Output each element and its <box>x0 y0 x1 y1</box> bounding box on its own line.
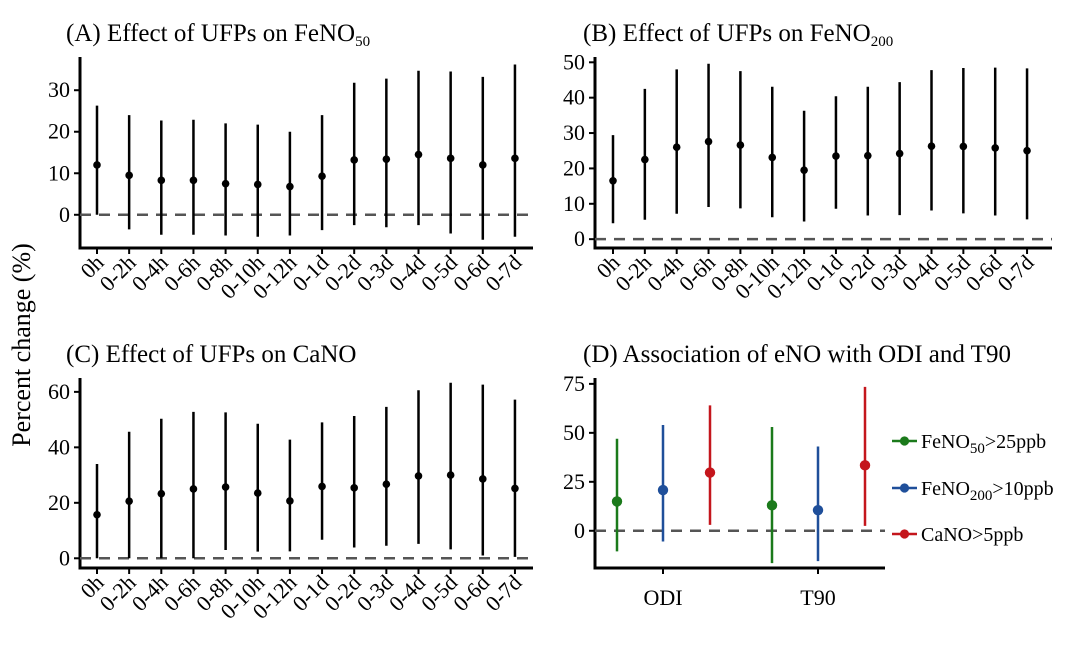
x-tick-label: 0-7d <box>480 250 526 296</box>
legend: FeNO50>25ppb FeNO200>10ppb CaNO>5ppb <box>892 431 1054 546</box>
estimate-point <box>221 179 230 188</box>
estimate-point <box>446 154 455 163</box>
panel-title: (B) Effect of UFPs on FeNO200 <box>583 20 893 50</box>
panel-title: (D) Association of eNO with ODI and T90 <box>583 341 1011 368</box>
estimate-point <box>189 176 198 185</box>
x-tick-label: T90 <box>800 585 835 610</box>
y-tick-label: 10 <box>48 160 70 185</box>
y-tick-label: 50 <box>563 420 585 445</box>
y-tick-label: 0 <box>59 202 70 227</box>
legend-label: FeNO200>10ppb <box>921 478 1054 504</box>
x-tick-label: ODI <box>643 585 682 610</box>
y-tick-label: 25 <box>563 469 585 494</box>
estimate-point <box>832 152 840 160</box>
estimate-point <box>672 143 681 151</box>
y-tick-label: 75 <box>563 371 585 396</box>
panel-title: (C) Effect of UFPs on CaNO <box>66 341 356 368</box>
estimate-point <box>511 484 519 493</box>
estimate-point <box>511 154 519 163</box>
estimate-point <box>446 471 455 479</box>
y-tick-label: 20 <box>48 119 70 144</box>
estimate-point <box>125 171 133 180</box>
estimate-point <box>704 467 716 478</box>
y-tick-label: 30 <box>563 120 585 145</box>
estimate-point <box>864 151 872 160</box>
estimate-point <box>125 497 133 505</box>
y-tick-label: 40 <box>563 85 585 110</box>
y-tick-label: 50 <box>563 49 585 74</box>
estimate-point <box>382 480 391 489</box>
estimate-point <box>189 485 198 493</box>
estimate-point <box>479 475 487 483</box>
estimate-point <box>479 161 487 169</box>
estimate-point <box>768 153 777 162</box>
y-tick-label: 30 <box>48 77 70 102</box>
estimate-point <box>350 156 359 164</box>
y-tick-label: 10 <box>563 191 585 216</box>
panel-a: (A) Effect of UFPs on FeNO5001020300h0-2… <box>48 20 533 304</box>
estimate-point <box>704 137 713 146</box>
estimate-point <box>611 496 623 507</box>
estimate-point <box>318 172 326 180</box>
legend-marker <box>899 483 910 493</box>
estimate-point <box>93 510 101 519</box>
legend-label: CaNO>5ppb <box>921 524 1023 546</box>
y-tick-label: 0 <box>59 545 70 570</box>
y-tick-label: 60 <box>48 379 70 404</box>
y-tick-label: 20 <box>563 155 585 180</box>
y-tick-label: 20 <box>48 490 70 515</box>
estimate-point <box>766 500 778 511</box>
legend-marker <box>899 436 910 446</box>
estimate-point <box>609 176 617 185</box>
estimate-point <box>859 460 871 471</box>
estimate-point <box>253 489 262 497</box>
panel-d: (D) Association of eNO with ODI and T90 0… <box>563 341 1054 610</box>
estimate-point <box>927 142 936 150</box>
estimate-point <box>414 472 423 480</box>
estimate-point <box>382 155 391 163</box>
estimate-point <box>318 482 326 491</box>
estimate-point <box>221 483 230 491</box>
legend-marker <box>899 529 910 539</box>
panel-c: (C) Effect of UFPs on CaNO02040600h0-2h0… <box>48 341 533 624</box>
y-tick-label: 0 <box>574 518 585 543</box>
y-axis-label: Percent change (%) <box>7 243 36 447</box>
estimate-point <box>657 484 669 496</box>
estimate-point <box>959 142 968 151</box>
estimate-point <box>350 484 359 492</box>
panel-b: (B) Effect of UFPs on FeNO200 0 10 20 30 40 50… <box>563 20 1052 304</box>
estimate-point <box>641 155 649 164</box>
estimate-point <box>991 144 999 152</box>
estimate-point <box>286 182 294 191</box>
x-tick-label: 0-7d <box>992 250 1038 296</box>
estimate-point <box>157 489 166 498</box>
legend-label: FeNO50>25ppb <box>921 431 1046 457</box>
x-tick-label: 0-7d <box>480 570 526 616</box>
estimate-point <box>93 161 101 169</box>
estimate-point <box>253 180 262 189</box>
estimate-point <box>736 141 745 149</box>
y-tick-label: 0 <box>574 226 585 251</box>
estimate-point <box>800 166 808 174</box>
estimate-point <box>414 150 423 159</box>
estimate-point <box>895 149 904 158</box>
y-tick-label: 40 <box>48 434 70 459</box>
estimate-point <box>286 497 294 505</box>
estimate-point <box>812 505 824 516</box>
estimate-point <box>1023 146 1031 155</box>
estimate-point <box>157 176 166 185</box>
panel-title: (A) Effect of UFPs on FeNO50 <box>66 20 370 50</box>
